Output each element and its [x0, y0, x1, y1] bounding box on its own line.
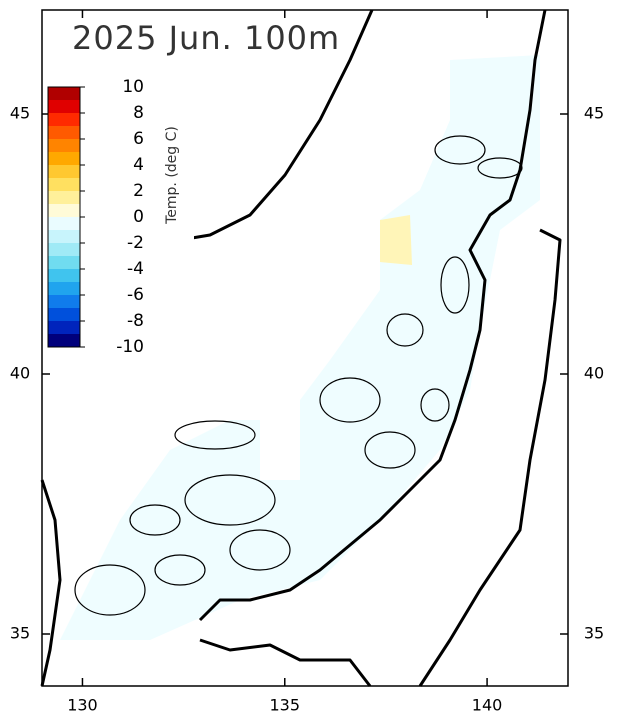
x-tick-label: 135 [269, 696, 300, 715]
cool-anomaly [364, 431, 416, 469]
coastlines [40, 9, 562, 687]
y-tick-label: 45 [584, 104, 604, 123]
y-tick-label: 40 [584, 364, 604, 383]
colorbar-swatch [48, 334, 80, 348]
colorbar-swatch [48, 126, 80, 140]
colorbar-tick-label: 10 [122, 77, 144, 97]
colorbar-tick-label: 8 [133, 103, 144, 123]
colorbar-tick-label: -6 [127, 285, 144, 305]
colorbar-swatch [48, 230, 80, 244]
colorbar-tick-label: -2 [127, 233, 144, 253]
colorbar-swatch [48, 204, 80, 218]
colorbar-swatch [48, 321, 80, 335]
y-tick-label: 45 [10, 104, 30, 123]
colorbar-swatch [48, 152, 80, 166]
colorbar-swatch [48, 139, 80, 153]
coastline [418, 228, 562, 687]
coastline [40, 479, 62, 687]
x-tick-label: 140 [472, 696, 503, 715]
warm-anomaly [129, 504, 181, 536]
colorbar-swatch [48, 243, 80, 257]
warm-anomaly [174, 420, 256, 450]
colorbar-swatch [48, 295, 80, 309]
x-tick-label: 130 [67, 696, 98, 715]
colorbar-swatch [48, 178, 80, 192]
colorbar-swatch [48, 191, 80, 205]
colorbar-swatch [48, 87, 80, 101]
colorbar-swatch [48, 165, 80, 179]
colorbar-tick-label: 4 [133, 155, 144, 175]
map-frame [41, 9, 569, 687]
colorbar-swatch [48, 256, 80, 270]
colorbar-tick-label: 6 [133, 129, 144, 149]
colorbar-tick-label: -8 [127, 311, 144, 331]
map-title: 2025 Jun. 100m [72, 19, 340, 57]
warm-anomaly [74, 564, 146, 616]
coastline [199, 638, 372, 687]
y-tick-label: 35 [10, 624, 30, 643]
cool-anomaly [154, 554, 206, 586]
cool-anomaly [420, 388, 450, 422]
colorbar-tick-label: -10 [116, 337, 144, 357]
colorbar-swatch [48, 282, 80, 296]
colorbar-tick-label: -4 [127, 259, 144, 279]
cool-anomaly [184, 474, 276, 526]
colorbar-swatch [48, 269, 80, 283]
warm-anomaly [380, 215, 412, 265]
warm-anomaly [440, 256, 470, 314]
anomaly-field [60, 55, 540, 640]
cool-anomaly [229, 529, 291, 571]
coastline [198, 9, 547, 622]
warm-anomaly [386, 313, 424, 347]
colorbar-swatch [48, 113, 80, 127]
colorbar-swatch [48, 217, 80, 231]
colorbar-tick-label: 0 [133, 207, 144, 227]
cool-anomaly [477, 157, 523, 179]
colorbar-label: Temp. (deg C) [164, 126, 180, 225]
y-tick-label: 40 [10, 364, 30, 383]
y-tick-label: 35 [584, 624, 604, 643]
field-background [60, 55, 540, 640]
warm-anomaly [434, 135, 486, 165]
colorbar-tick-label: 2 [133, 181, 144, 201]
colorbar-swatch [48, 308, 80, 322]
colorbar-swatch [48, 100, 80, 114]
cool-anomaly [319, 377, 381, 423]
